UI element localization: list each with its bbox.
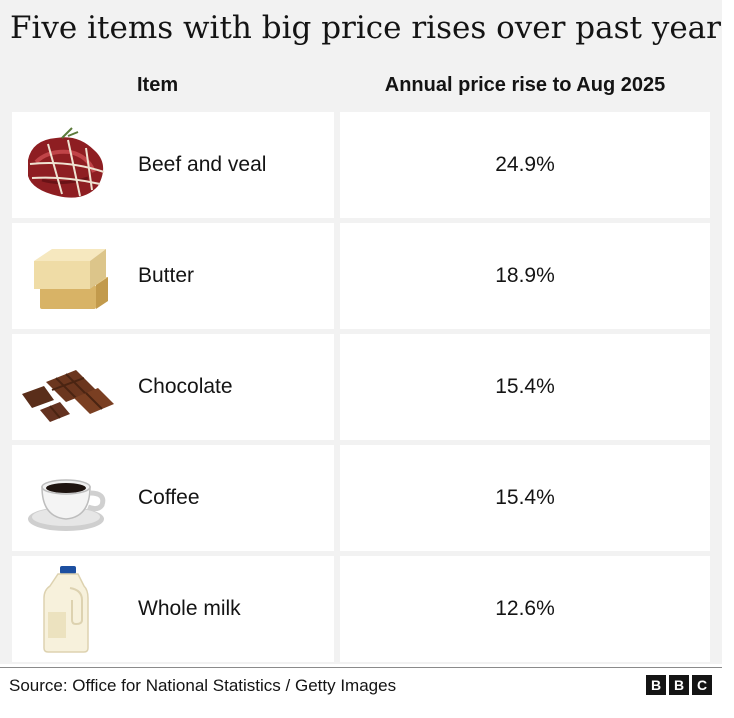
column-header-price-rise: Annual price rise to Aug 2025 [384, 74, 666, 96]
chart-title: Five items with big price rises over pas… [10, 10, 721, 46]
footer-divider [0, 667, 722, 668]
coffee-icon [28, 479, 106, 531]
item-cell: Coffee [12, 445, 334, 551]
chart-panel: Five items with big price rises over pas… [0, 0, 722, 664]
table-row: Chocolate 15.4% [12, 334, 710, 440]
logo-letter-b1: B [646, 675, 666, 695]
table-row: Coffee 15.4% [12, 445, 710, 551]
value-label-whole-milk: 12.6% [495, 597, 555, 620]
value-cell: 15.4% [340, 334, 710, 440]
table-row: Butter 18.9% [12, 223, 710, 329]
value-label-chocolate: 15.4% [495, 375, 555, 398]
item-label-butter: Butter [138, 264, 195, 287]
table-row: Whole milk 12.6% [12, 556, 710, 662]
source-note: Source: Office for National Statistics /… [9, 676, 397, 695]
item-cell: Whole milk [12, 556, 334, 662]
bbc-logo: B B C [646, 675, 712, 695]
value-label-beef-and-veal: 24.9% [495, 153, 555, 176]
value-label-coffee: 15.4% [495, 486, 555, 509]
butter-icon [34, 249, 108, 309]
item-label-coffee: Coffee [138, 486, 200, 509]
value-cell: 15.4% [340, 445, 710, 551]
value-cell: 18.9% [340, 223, 710, 329]
item-label-whole-milk: Whole milk [138, 597, 241, 620]
logo-letter-b2: B [669, 675, 689, 695]
item-cell: Beef and veal [12, 112, 334, 218]
milk-icon [43, 566, 89, 653]
column-header-item: Item [137, 74, 179, 96]
value-label-butter: 18.9% [495, 264, 555, 287]
chocolate-icon [22, 370, 114, 422]
logo-letter-c: C [692, 675, 712, 695]
table-body: Beef and veal 24.9% Butter 18.9% [12, 112, 710, 662]
value-cell: 24.9% [340, 112, 710, 218]
item-label-chocolate: Chocolate [138, 375, 233, 398]
item-label-beef-and-veal: Beef and veal [138, 153, 267, 176]
item-cell: Chocolate [12, 334, 334, 440]
value-cell: 12.6% [340, 556, 710, 662]
item-cell: Butter [12, 223, 334, 329]
table-row: Beef and veal 24.9% [12, 112, 710, 218]
beef-icon [28, 127, 105, 198]
